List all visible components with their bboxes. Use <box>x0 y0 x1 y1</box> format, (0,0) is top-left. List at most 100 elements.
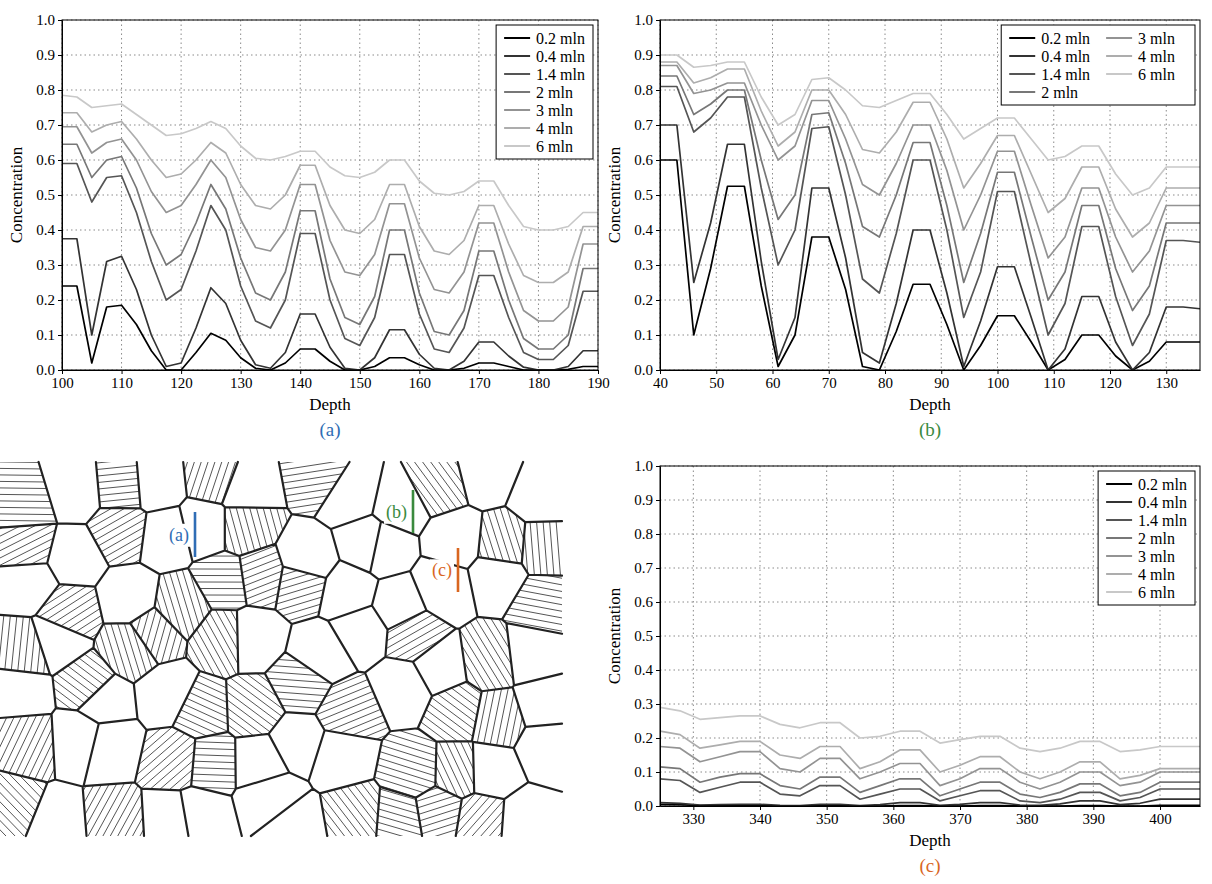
x-tick-mark <box>760 806 761 810</box>
panel-caption: (a) <box>319 419 340 441</box>
hatch-line <box>396 772 465 794</box>
hatch-line <box>0 507 74 508</box>
hatch-line <box>11 757 70 818</box>
y-grid-line <box>660 670 1200 671</box>
y-tick-label: 0.2 <box>634 730 653 746</box>
y-tick-mark <box>656 568 660 569</box>
hatch-line <box>159 561 187 654</box>
hatch-line <box>64 491 141 535</box>
y-tick-label: 0.2 <box>634 292 653 308</box>
x-tick-label: 50 <box>709 375 724 391</box>
hatch-line <box>492 578 579 594</box>
hatch-line <box>0 696 24 779</box>
x-tick-label: 160 <box>409 375 432 391</box>
hatch-line <box>45 610 122 660</box>
y-tick: 0.3 <box>634 257 660 273</box>
hatch-line <box>444 777 490 829</box>
y-axis-line <box>660 21 661 371</box>
grain-hatching <box>173 536 261 621</box>
hatch-line <box>270 610 347 633</box>
y-tick: 0.7 <box>36 117 62 133</box>
x-tick-mark <box>960 806 961 810</box>
hatch-line <box>483 812 529 864</box>
legend: 0.2 mln0.4 mln1.4 mln2 mln3 mln4 mln6 ml… <box>1001 25 1195 105</box>
hatch-line <box>0 449 75 450</box>
hatch-line <box>472 721 503 788</box>
legend-item: 0.2 mln <box>1009 30 1090 47</box>
x-axis-title: Depth <box>909 831 951 850</box>
legend-label: 4 mln <box>1138 48 1175 65</box>
y-tick-label: 0.0 <box>634 362 653 378</box>
x-tick-label: 90 <box>934 375 949 391</box>
hatch-line <box>268 484 361 498</box>
y-tick-label: 0.3 <box>634 257 653 273</box>
x-tick: 120 <box>170 370 193 391</box>
y-tick-mark <box>656 738 660 739</box>
y-axis-title: Concentration <box>605 146 624 243</box>
y-tick-label: 1.0 <box>634 458 653 474</box>
hatch-line <box>360 745 453 774</box>
x-tick-label: 60 <box>766 375 781 391</box>
hatch-line <box>174 575 262 576</box>
y-tick: 0.1 <box>36 327 62 343</box>
legend-label: 0.4 mln <box>536 48 585 65</box>
hatch-line <box>228 576 305 606</box>
x-tick-mark <box>241 370 242 374</box>
hatch-line <box>157 598 180 680</box>
y-tick-label: 0.5 <box>634 187 653 203</box>
y-axis-line <box>62 21 63 371</box>
x-tick: 370 <box>949 806 972 827</box>
x-axis-line <box>661 370 1201 371</box>
hatch-line <box>425 668 499 723</box>
y-tick-label: 0.7 <box>36 117 55 133</box>
x-tick-label: 110 <box>111 375 133 391</box>
legend-label: 3 mln <box>1138 548 1175 565</box>
y-tick-label: 0.5 <box>36 187 55 203</box>
y-tick: 0.7 <box>634 560 660 576</box>
hatch-line <box>423 441 477 515</box>
hatch-line <box>174 728 256 731</box>
legend-item: 0.2 mln <box>504 30 585 47</box>
hatch-line <box>82 464 150 471</box>
hatch-line <box>375 767 443 787</box>
hatch-line <box>267 478 360 492</box>
x-tick-label: 120 <box>170 375 193 391</box>
y-tick: 0.1 <box>634 327 660 343</box>
hatch-line <box>197 448 220 517</box>
legend-swatch <box>1009 55 1035 57</box>
y-tick: 0.4 <box>634 222 660 238</box>
y-tick-label: 0.8 <box>36 82 55 98</box>
y-tick-label: 0.7 <box>634 117 653 133</box>
hatch-line <box>0 455 75 456</box>
legend-swatch <box>1106 501 1132 503</box>
hatch-line <box>1 766 60 827</box>
hatch-line <box>200 704 273 759</box>
grain-hatching <box>166 437 257 529</box>
hatch-line <box>173 741 255 744</box>
figure: 1001101201301401501601701801900.00.10.20… <box>0 0 1212 884</box>
hatch-line <box>56 752 97 827</box>
y-tick-mark <box>58 265 62 266</box>
y-tick: 0.5 <box>36 187 62 203</box>
x-tick: 110 <box>111 370 133 391</box>
hatch-line <box>84 484 152 491</box>
hatch-line <box>365 585 444 630</box>
x-tick-label: 130 <box>1156 375 1179 391</box>
grain-hatching <box>150 582 274 706</box>
grain-hatching <box>192 641 320 769</box>
hatch-line <box>287 644 385 684</box>
y-tick: 0.6 <box>634 594 660 610</box>
grain-hatching <box>0 743 84 863</box>
hatch-line <box>291 798 344 867</box>
x-tick: 50 <box>709 370 724 391</box>
x-tick-label: 80 <box>878 375 893 391</box>
x-tick-mark <box>419 370 420 374</box>
hatch-line <box>84 477 152 484</box>
x-tick-label: 150 <box>349 375 372 391</box>
y-tick-label: 0.4 <box>634 662 653 678</box>
legend-label: 3 mln <box>536 102 573 119</box>
hatch-line <box>182 605 205 687</box>
grid <box>660 466 1200 806</box>
hatch-line <box>173 747 255 750</box>
hatch-line <box>207 500 230 584</box>
